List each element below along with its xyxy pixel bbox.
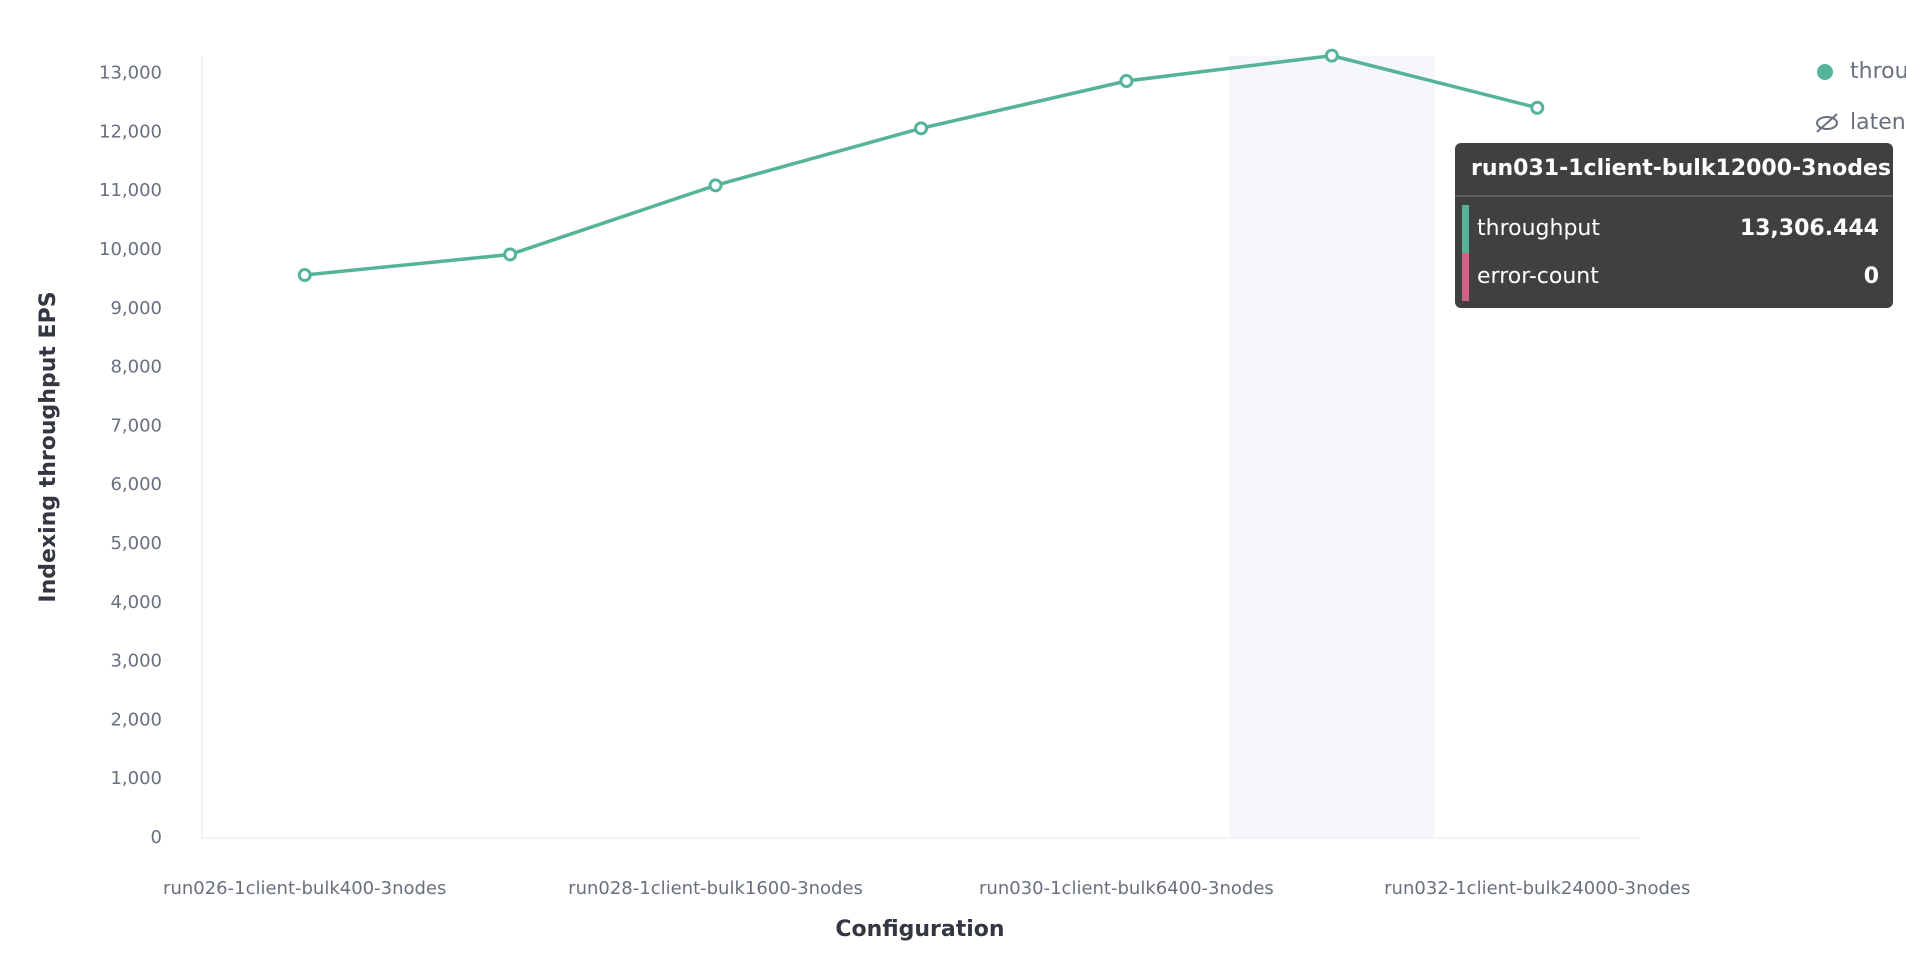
legend-swatch [1817,64,1833,80]
y-tick-label: 0 [151,827,162,848]
legend-label[interactable]: laten [1850,110,1906,135]
legend-label[interactable]: throu [1850,59,1906,84]
eye-slash [1816,113,1838,133]
y-tick-label: 3,000 [110,651,162,672]
y-axis-title: Indexing throughput EPS [36,291,61,602]
data-point [297,268,312,283]
data-point [503,247,518,262]
y-tick-label: 2,000 [110,709,162,730]
y-tick-label: 4,000 [110,592,162,613]
y-tick-label: 7,000 [110,415,162,436]
tooltip-color [1462,253,1469,301]
y-tick-label: 11,000 [99,180,162,201]
eye-icon [1816,116,1838,130]
data-point [1119,73,1134,88]
data-point [1324,48,1339,63]
x-tick-label: run028-1client-bulk1600-3nodes [568,878,863,899]
y-tick-label: 8,000 [110,357,162,378]
tooltip-value: 0 [1864,264,1879,289]
data-point [914,121,928,136]
x-axis-title: Configuration [835,917,1004,942]
tooltip-color [1462,205,1469,253]
legend-hidden-icon [1816,113,1838,133]
tooltip-name: error-count [1477,264,1599,289]
y-tick-label: 9,000 [110,298,162,319]
hover-band [1229,56,1435,838]
data-point [1530,100,1545,115]
x-tick-label: run032-1client-bulk24000-3nodes [1384,878,1690,899]
y-tick-label: 6,000 [110,474,162,495]
y-tick-label: 5,000 [110,533,162,554]
tooltip-name: throughput [1477,216,1600,241]
y-tick-label: 12,000 [99,121,162,142]
x-tick-label: run026-1client-bulk400-3nodes [163,878,446,899]
tooltip-value: 13,306.444 [1740,216,1879,241]
data-point [708,178,723,193]
tooltip-box [1455,143,1893,308]
x-tick-label: run030-1client-bulk6400-3nodes [979,878,1274,899]
y-tick-label: 1,000 [110,768,162,789]
y-tick-label: 13,000 [99,63,162,84]
y-tick-label: 10,000 [99,239,162,260]
tooltip-title: run031-1client-bulk12000-3nodes [1471,156,1891,181]
